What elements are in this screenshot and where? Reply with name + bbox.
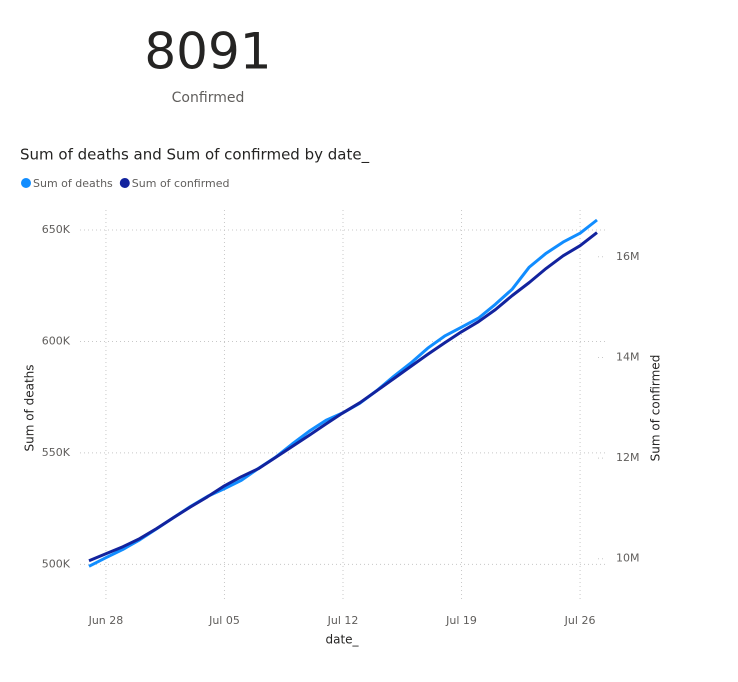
y2-tick-label: 14M (616, 350, 640, 363)
y-tick-label: 650K (42, 223, 71, 236)
y2-axis-title: Sum of confirmed (649, 355, 663, 462)
legend-label: Sum of deaths (33, 177, 113, 190)
legend-marker (21, 178, 31, 188)
legend-label: Sum of confirmed (132, 177, 230, 190)
x-tick-label: Jul 19 (445, 614, 477, 627)
x-tick-label: Jul 05 (208, 614, 240, 627)
y2-tick-label: 10M (616, 552, 640, 565)
y-tick-label: 500K (42, 557, 71, 570)
y2-tick-label: 16M (616, 250, 640, 263)
y-axis-title: Sum of deaths (23, 364, 37, 451)
y-tick-label: 600K (42, 334, 71, 347)
data-line (88, 231, 598, 563)
y-tick-label: 550K (42, 446, 71, 459)
chart-title: Sum of deaths and Sum of confirmed by da… (20, 146, 370, 165)
x-tick-label: Jul 12 (327, 614, 359, 627)
card-value: 8091 (144, 23, 271, 81)
x-tick-label: Jun 28 (88, 614, 124, 627)
card-label: Confirmed (172, 90, 245, 106)
x-tick-label: Jul 26 (564, 614, 596, 627)
x-axis-title: date_ (325, 633, 359, 647)
legend-marker (119, 178, 130, 188)
y2-tick-label: 12M (616, 451, 640, 464)
